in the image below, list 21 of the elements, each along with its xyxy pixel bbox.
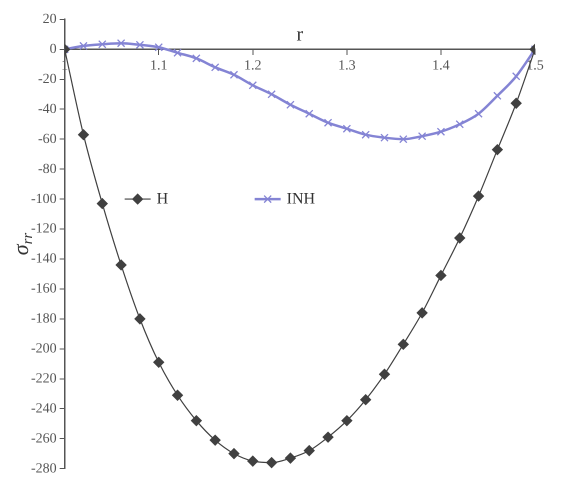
y-tick-label: -180 bbox=[30, 312, 57, 327]
y-tick-label: -80 bbox=[38, 162, 57, 177]
y-tick-label: -220 bbox=[30, 371, 57, 386]
y-tick-label: -20 bbox=[38, 72, 57, 87]
x-tick-label: 1.1 bbox=[150, 58, 168, 74]
x-tick-label: 1.2 bbox=[244, 58, 262, 74]
y-tick-label: 20 bbox=[42, 12, 57, 28]
y-tick-label: 0 bbox=[50, 42, 57, 58]
y-tick-label: -100 bbox=[30, 192, 57, 207]
legend-label: INH bbox=[286, 190, 316, 208]
x-tick-label: 1.4 bbox=[432, 58, 450, 74]
y-tick-label: -160 bbox=[30, 282, 57, 297]
y-tick-label: -260 bbox=[30, 431, 57, 446]
x-axis-title: r bbox=[296, 24, 304, 46]
y-tick-label: -200 bbox=[30, 341, 57, 356]
y-tick-label: -60 bbox=[38, 132, 57, 147]
y-tick-label: -40 bbox=[38, 102, 57, 117]
legend-label: H bbox=[156, 190, 169, 208]
y-tick-label: -240 bbox=[30, 401, 57, 416]
y-tick-label: -280 bbox=[30, 461, 57, 476]
x-tick-label: 1.3 bbox=[338, 58, 356, 74]
